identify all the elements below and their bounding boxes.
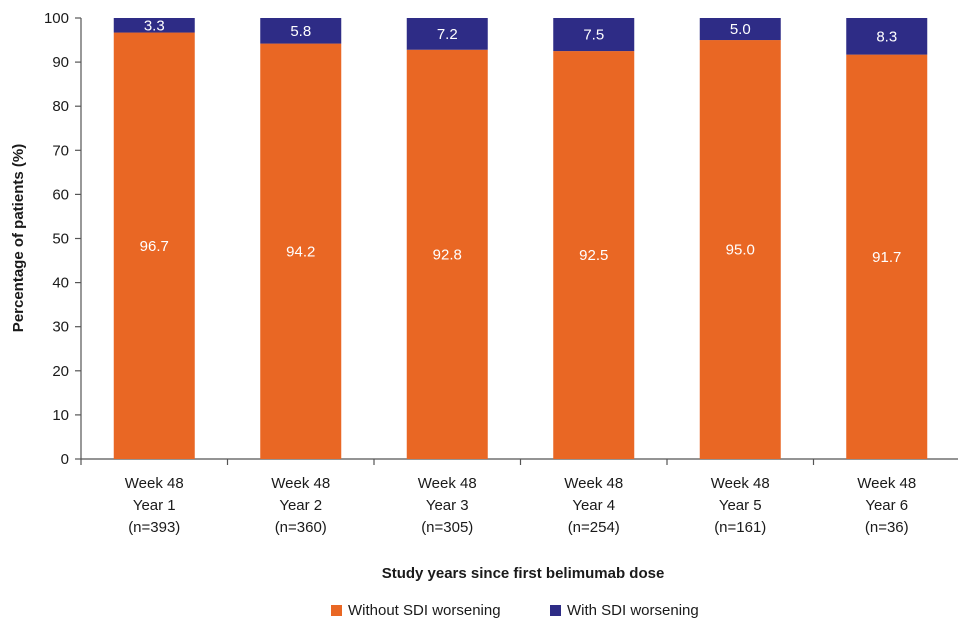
legend: Without SDI worsening With SDI worsening [331, 602, 699, 619]
bar-data-label: 8.3 [876, 28, 897, 45]
bar-data-label: 96.7 [140, 238, 169, 255]
bar-segment-without-sdi [260, 43, 342, 459]
y-tick-label: 70 [52, 142, 69, 159]
y-tick-label: 30 [52, 319, 69, 336]
bar-segment-without-sdi [553, 51, 635, 459]
bar-data-label: 7.5 [583, 27, 604, 44]
x-category-label: Week 48 Year 3 (n=305) [418, 475, 477, 536]
bar-stack: 91.7 8.3 [846, 18, 928, 460]
bar-data-label: 7.2 [437, 26, 458, 43]
y-tick-label: 80 [52, 98, 69, 115]
bar-segment-with-sdi [260, 18, 342, 44]
x-category-label: Week 48 Year 4 (n=254) [564, 475, 623, 536]
legend-label-with-sdi: With SDI worsening [567, 602, 699, 619]
x-category-label: Week 48 Year 2 (n=360) [271, 475, 330, 536]
y-tick-label: 20 [52, 363, 69, 380]
x-axis-title: Study years since first belimumab dose [382, 565, 665, 582]
bar-data-label: 3.3 [144, 17, 165, 34]
y-tick-label: 100 [44, 10, 69, 27]
bars: 96.7 3.3 94.2 5.8 92.8 7.2 92.5 7.5 95.0 5.0 91.7 8… [113, 17, 928, 460]
x-axis: Week 48 Year 1 (n=393) Week 48 Year 2 (n=360)… [80, 458, 958, 536]
bar-data-label: 94.2 [286, 243, 315, 260]
y-tick-label: 90 [52, 54, 69, 71]
y-tick-label: 50 [52, 231, 69, 248]
bar-stack: 95.0 5.0 [699, 18, 781, 460]
legend-swatch-without-sdi [331, 605, 342, 616]
bar-data-label: 92.8 [433, 246, 462, 263]
y-tick-label: 10 [52, 407, 69, 424]
bar-stack: 94.2 5.8 [260, 18, 342, 459]
bar-segment-with-sdi [113, 18, 195, 33]
y-tick-label: 40 [52, 275, 69, 292]
y-tick-label: 0 [61, 451, 69, 468]
bar-data-label: 92.5 [579, 247, 608, 264]
bar-stack: 92.8 7.2 [406, 18, 488, 459]
bar-segment-without-sdi [406, 49, 488, 459]
legend-label-without-sdi: Without SDI worsening [348, 602, 501, 619]
bar-data-label: 91.7 [872, 249, 901, 266]
bar-segment-with-sdi [699, 18, 781, 41]
legend-swatch-with-sdi [550, 605, 561, 616]
x-category-label: Week 48 Year 6 (n=36) [857, 475, 916, 536]
bar-segment-without-sdi [846, 54, 928, 460]
bar-data-label: 95.0 [726, 242, 755, 259]
bar-segment-with-sdi [553, 18, 635, 52]
y-tick-label: 60 [52, 186, 69, 203]
bar-stack: 96.7 3.3 [113, 17, 195, 459]
bar-segment-with-sdi [846, 18, 928, 55]
bar-segment-without-sdi [699, 40, 781, 460]
x-category-label: Week 48 Year 5 (n=161) [711, 475, 770, 536]
x-category-label: Week 48 Year 1 (n=393) [125, 475, 184, 536]
bar-segment-without-sdi [113, 32, 195, 459]
bar-segment-with-sdi [406, 18, 488, 50]
bar-data-label: 5.0 [730, 21, 751, 38]
y-axis-title: Percentage of patients (%) [10, 144, 27, 332]
bar-stack: 92.5 7.5 [553, 18, 635, 459]
y-axis: 0 10 20 30 40 50 60 70 80 90 100 [44, 10, 82, 468]
bar-data-label: 5.8 [290, 23, 311, 40]
